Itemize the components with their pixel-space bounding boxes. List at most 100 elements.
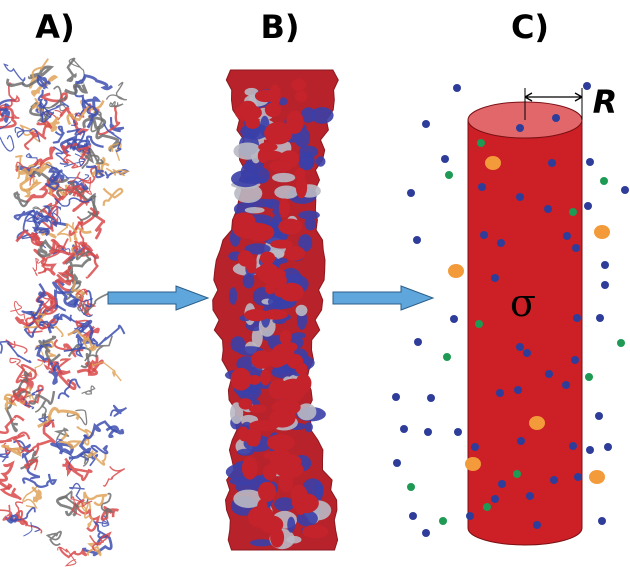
ribbon-strand [66,409,88,426]
ribbon-strand [31,205,54,213]
arrow [332,285,435,311]
ribbon-strand [67,180,89,191]
counterion [516,343,524,351]
surface-patch [238,100,258,120]
ribbon-strand [72,241,85,256]
ribbon-strand [55,438,74,471]
counterion [478,183,486,191]
ribbon-strand [13,190,30,208]
counterion [563,232,571,240]
counterion [497,239,505,247]
surface-patch [245,428,259,447]
ion [445,171,453,179]
large-ion [594,225,610,239]
surface-patch [304,422,313,433]
ribbon-strand [75,298,94,317]
ribbon-strand [103,123,122,153]
ribbon-strand [109,117,125,133]
ribbon-strand [79,192,98,222]
surface-patch [262,309,288,320]
ribbon-strand [28,58,49,89]
counterion [584,202,592,210]
ribbon-strand [0,103,20,119]
surface-patch [234,183,263,203]
surface-patch [251,326,263,348]
counterion [414,338,422,346]
counterion [496,389,504,397]
ribbon-strand [38,335,61,363]
ribbon-strand [29,101,49,122]
surface-patch [262,464,277,481]
ribbon-strand [85,164,106,179]
surface-patch [278,282,304,302]
surface-patch [250,539,274,547]
ribbon-strand [37,215,69,228]
ribbon-strand [56,369,77,391]
counterion [586,158,594,166]
ribbon-strand [90,111,104,133]
ribbon-strand [0,98,16,123]
ribbon-strand [105,81,127,101]
ribbon-strand [66,57,77,83]
ribbon-strand [1,444,23,457]
surface-patch [279,329,292,346]
surface-patch [315,156,326,167]
ion [439,517,447,525]
surface-patch [278,97,288,106]
surface-patch [304,217,317,231]
surface-patch [291,78,307,92]
ribbon-strand [42,205,59,220]
surface-patch [254,167,270,184]
cylinder-model [392,82,629,546]
ribbon-strand [0,340,32,364]
ribbon-strand [44,169,63,191]
ribbon-strand [59,547,88,559]
counterion [586,446,594,454]
counterion [422,120,430,128]
ribbon-strand [102,187,124,206]
surface-patch [274,185,299,199]
ribbon-strand [84,335,113,362]
counterion [454,428,462,436]
counterion [573,314,581,322]
ribbon-strand [0,460,15,490]
ribbon-strand [89,531,112,552]
ribbon-strand [38,161,51,175]
counterion [604,443,612,451]
ribbon-strand [30,315,58,330]
ion [475,320,483,328]
ribbon-strand [56,495,78,517]
ion [407,483,415,491]
surface-patch [258,481,276,502]
counterion [595,412,603,420]
ribbon-strand [37,238,58,258]
ribbon-strand [76,360,98,376]
surface-patch [269,448,292,472]
ribbon-strand [0,106,17,129]
ribbon-strand [64,81,89,95]
ribbon-strand [18,167,39,181]
ribbon-strand [100,505,119,521]
surface-patch [233,489,264,508]
ribbon-strand [9,357,28,379]
counterion [552,114,560,122]
ribbon-strand [0,431,31,444]
ribbon-strand [83,491,108,507]
ribbon-strand [74,288,88,309]
surface-patch [295,175,308,199]
ribbon-strand [0,103,11,117]
ribbon-strand [78,319,96,343]
surface-patch [238,398,253,410]
counterion [514,386,522,394]
ribbon-strand [49,238,76,265]
counterion [572,244,580,252]
ribbon-strand [89,361,122,382]
ribbon-strand [12,370,32,398]
ribbon-strand [31,210,50,237]
large-ion [485,156,501,170]
ribbon-strand [15,155,23,179]
large-ion [529,416,545,430]
ribbon-strand [57,546,77,567]
ribbon-strand [68,206,97,237]
ribbon-strand [91,210,106,240]
